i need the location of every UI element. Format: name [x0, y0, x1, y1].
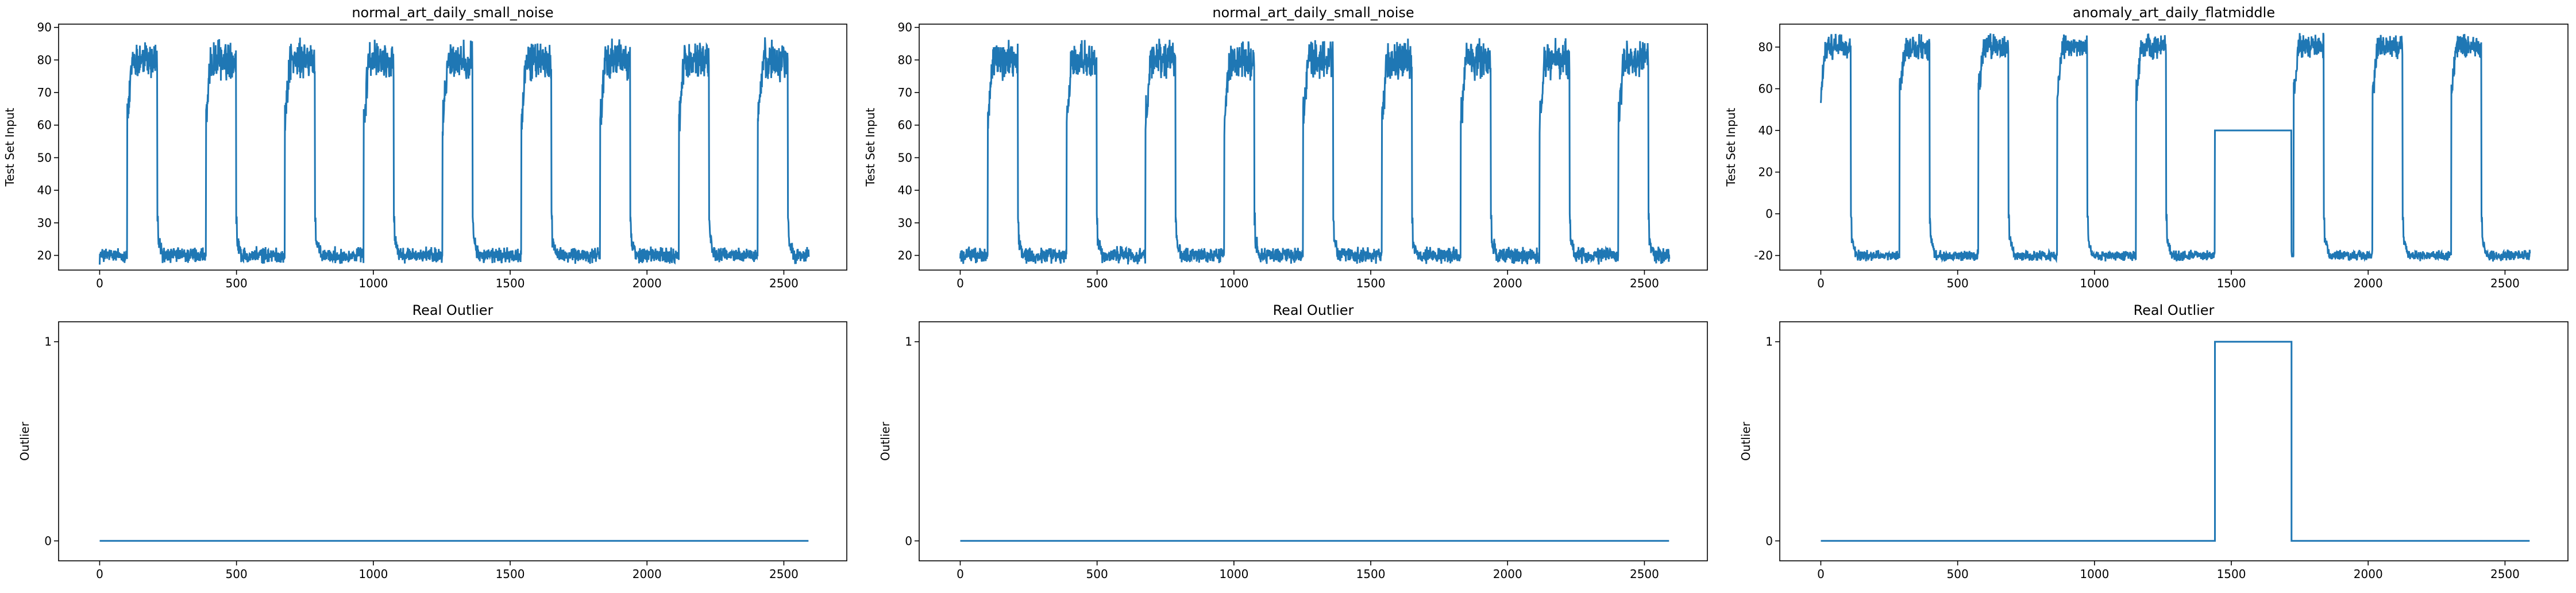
- y-tick-label: 70: [37, 86, 52, 99]
- series-line: [1820, 33, 2531, 264]
- x-tick-label: 2000: [633, 276, 662, 290]
- y-tick-label: 70: [898, 86, 912, 99]
- panel-top-middle: 0 500 1000 1500 2000 2500 20 30 40 50 60 70 80 90 norm…: [863, 5, 1708, 290]
- panel-title: normal_art_daily_small_noise: [352, 5, 553, 21]
- x-tick-label: 2000: [1493, 567, 1522, 581]
- plot-frame: [919, 321, 1708, 561]
- y-tick-label: 20: [37, 248, 52, 262]
- y-axis-label: Test Set Input: [863, 107, 877, 187]
- plot-frame: [1779, 24, 2569, 271]
- y-tick-label: 60: [898, 118, 912, 132]
- panel-title: normal_art_daily_small_noise: [1212, 5, 1414, 21]
- y-tick-label: 20: [898, 248, 912, 262]
- series-line: [99, 37, 810, 265]
- y-tick-label: 50: [37, 151, 52, 164]
- y-axis-label: Outlier: [1739, 421, 1753, 461]
- x-tick-label: 500: [1947, 276, 1969, 290]
- x-tick-label: 500: [226, 567, 248, 581]
- y-tick-label: 40: [1759, 124, 1773, 137]
- panel-title: Real Outlier: [1273, 302, 1354, 318]
- y-tick-label: 1: [905, 335, 912, 349]
- panel-title: Real Outlier: [412, 302, 493, 318]
- x-tick-label: 2000: [2354, 567, 2383, 581]
- x-tick-label: 500: [1947, 567, 1969, 581]
- x-tick-label: 2500: [769, 567, 799, 581]
- y-tick-label: 30: [37, 216, 52, 230]
- x-tick-label: 2500: [769, 276, 799, 290]
- y-tick-label: 20: [1759, 165, 1773, 179]
- y-tick-label: 80: [1759, 40, 1773, 54]
- plot-frame: [58, 24, 847, 271]
- x-tick-label: 1000: [2080, 567, 2109, 581]
- y-axis-label: Outlier: [18, 421, 32, 461]
- x-tick-label: 1000: [358, 567, 388, 581]
- y-tick-label: -20: [1754, 249, 1773, 263]
- series-line: [959, 38, 1671, 265]
- x-tick-label: 0: [96, 276, 103, 290]
- panel-bottom-left: 0 500 1000 1500 2000 2500 0 1 Real Outlier Outlie…: [18, 302, 847, 581]
- y-tick-label: 90: [37, 21, 52, 34]
- x-tick-label: 0: [96, 567, 103, 581]
- x-tick-label: 0: [957, 567, 964, 581]
- panel-top-right: 0 500 1000 1500 2000 2500 -20 0 20 40 60 80 anomaly_…: [1724, 5, 2569, 290]
- x-tick-label: 500: [226, 276, 248, 290]
- y-tick-label: 50: [898, 151, 912, 164]
- x-tick-label: 2000: [633, 567, 662, 581]
- y-axis-label: Outlier: [878, 421, 892, 461]
- y-tick-label: 60: [37, 118, 52, 132]
- y-tick-label: 40: [898, 183, 912, 197]
- panel-title: Real Outlier: [2134, 302, 2215, 318]
- x-tick-label: 2500: [1630, 567, 1659, 581]
- x-tick-label: 500: [1086, 567, 1108, 581]
- y-tick-label: 0: [905, 534, 912, 548]
- y-tick-label: 40: [37, 183, 52, 197]
- x-tick-label: 1500: [496, 567, 525, 581]
- y-axis-label: Test Set Input: [1724, 107, 1738, 187]
- x-tick-label: 1500: [2217, 276, 2246, 290]
- y-tick-label: 0: [1765, 207, 1773, 221]
- plot-frame: [1779, 321, 2569, 561]
- x-tick-label: 500: [1086, 276, 1108, 290]
- y-tick-label: 80: [37, 53, 52, 67]
- x-tick-label: 1000: [2080, 276, 2109, 290]
- y-tick-label: 0: [1765, 534, 1773, 548]
- x-tick-label: 1500: [1356, 276, 1386, 290]
- x-tick-label: 1500: [496, 276, 525, 290]
- x-tick-label: 2500: [2490, 567, 2520, 581]
- y-axis-label: Test Set Input: [3, 107, 17, 187]
- x-tick-label: 0: [957, 276, 964, 290]
- y-tick-label: 90: [898, 21, 912, 34]
- panel-bottom-right: 0 500 1000 1500 2000 2500 0 1 Real Outlier Outlie…: [1739, 302, 2569, 581]
- panel-top-left: 0 500 1000 1500 2000 2500 20 30 40 50 60 70 80 90 norm…: [3, 5, 847, 290]
- panel-title: anomaly_art_daily_flatmiddle: [2073, 5, 2275, 21]
- y-tick-label: 1: [1765, 335, 1773, 349]
- y-tick-label: 30: [898, 216, 912, 230]
- y-tick-label: 0: [44, 534, 52, 548]
- x-tick-label: 0: [1817, 276, 1825, 290]
- x-tick-label: 1000: [358, 276, 388, 290]
- x-tick-label: 2000: [2354, 276, 2383, 290]
- x-tick-label: 1000: [1219, 567, 1248, 581]
- plot-frame: [58, 321, 847, 561]
- x-tick-label: 0: [1817, 567, 1825, 581]
- x-tick-label: 1500: [2217, 567, 2246, 581]
- x-tick-label: 1000: [1219, 276, 1248, 290]
- y-tick-label: 1: [44, 335, 52, 349]
- panel-bottom-middle: 0 500 1000 1500 2000 2500 0 1 Real Outlier Outlie…: [878, 302, 1708, 581]
- x-tick-label: 2500: [1630, 276, 1659, 290]
- x-tick-label: 2000: [1493, 276, 1522, 290]
- x-tick-label: 2500: [2490, 276, 2520, 290]
- plot-frame: [919, 24, 1708, 271]
- series-line: [1821, 341, 2530, 542]
- y-tick-label: 60: [1759, 82, 1773, 95]
- x-tick-label: 1500: [1356, 567, 1386, 581]
- y-tick-label: 80: [898, 53, 912, 67]
